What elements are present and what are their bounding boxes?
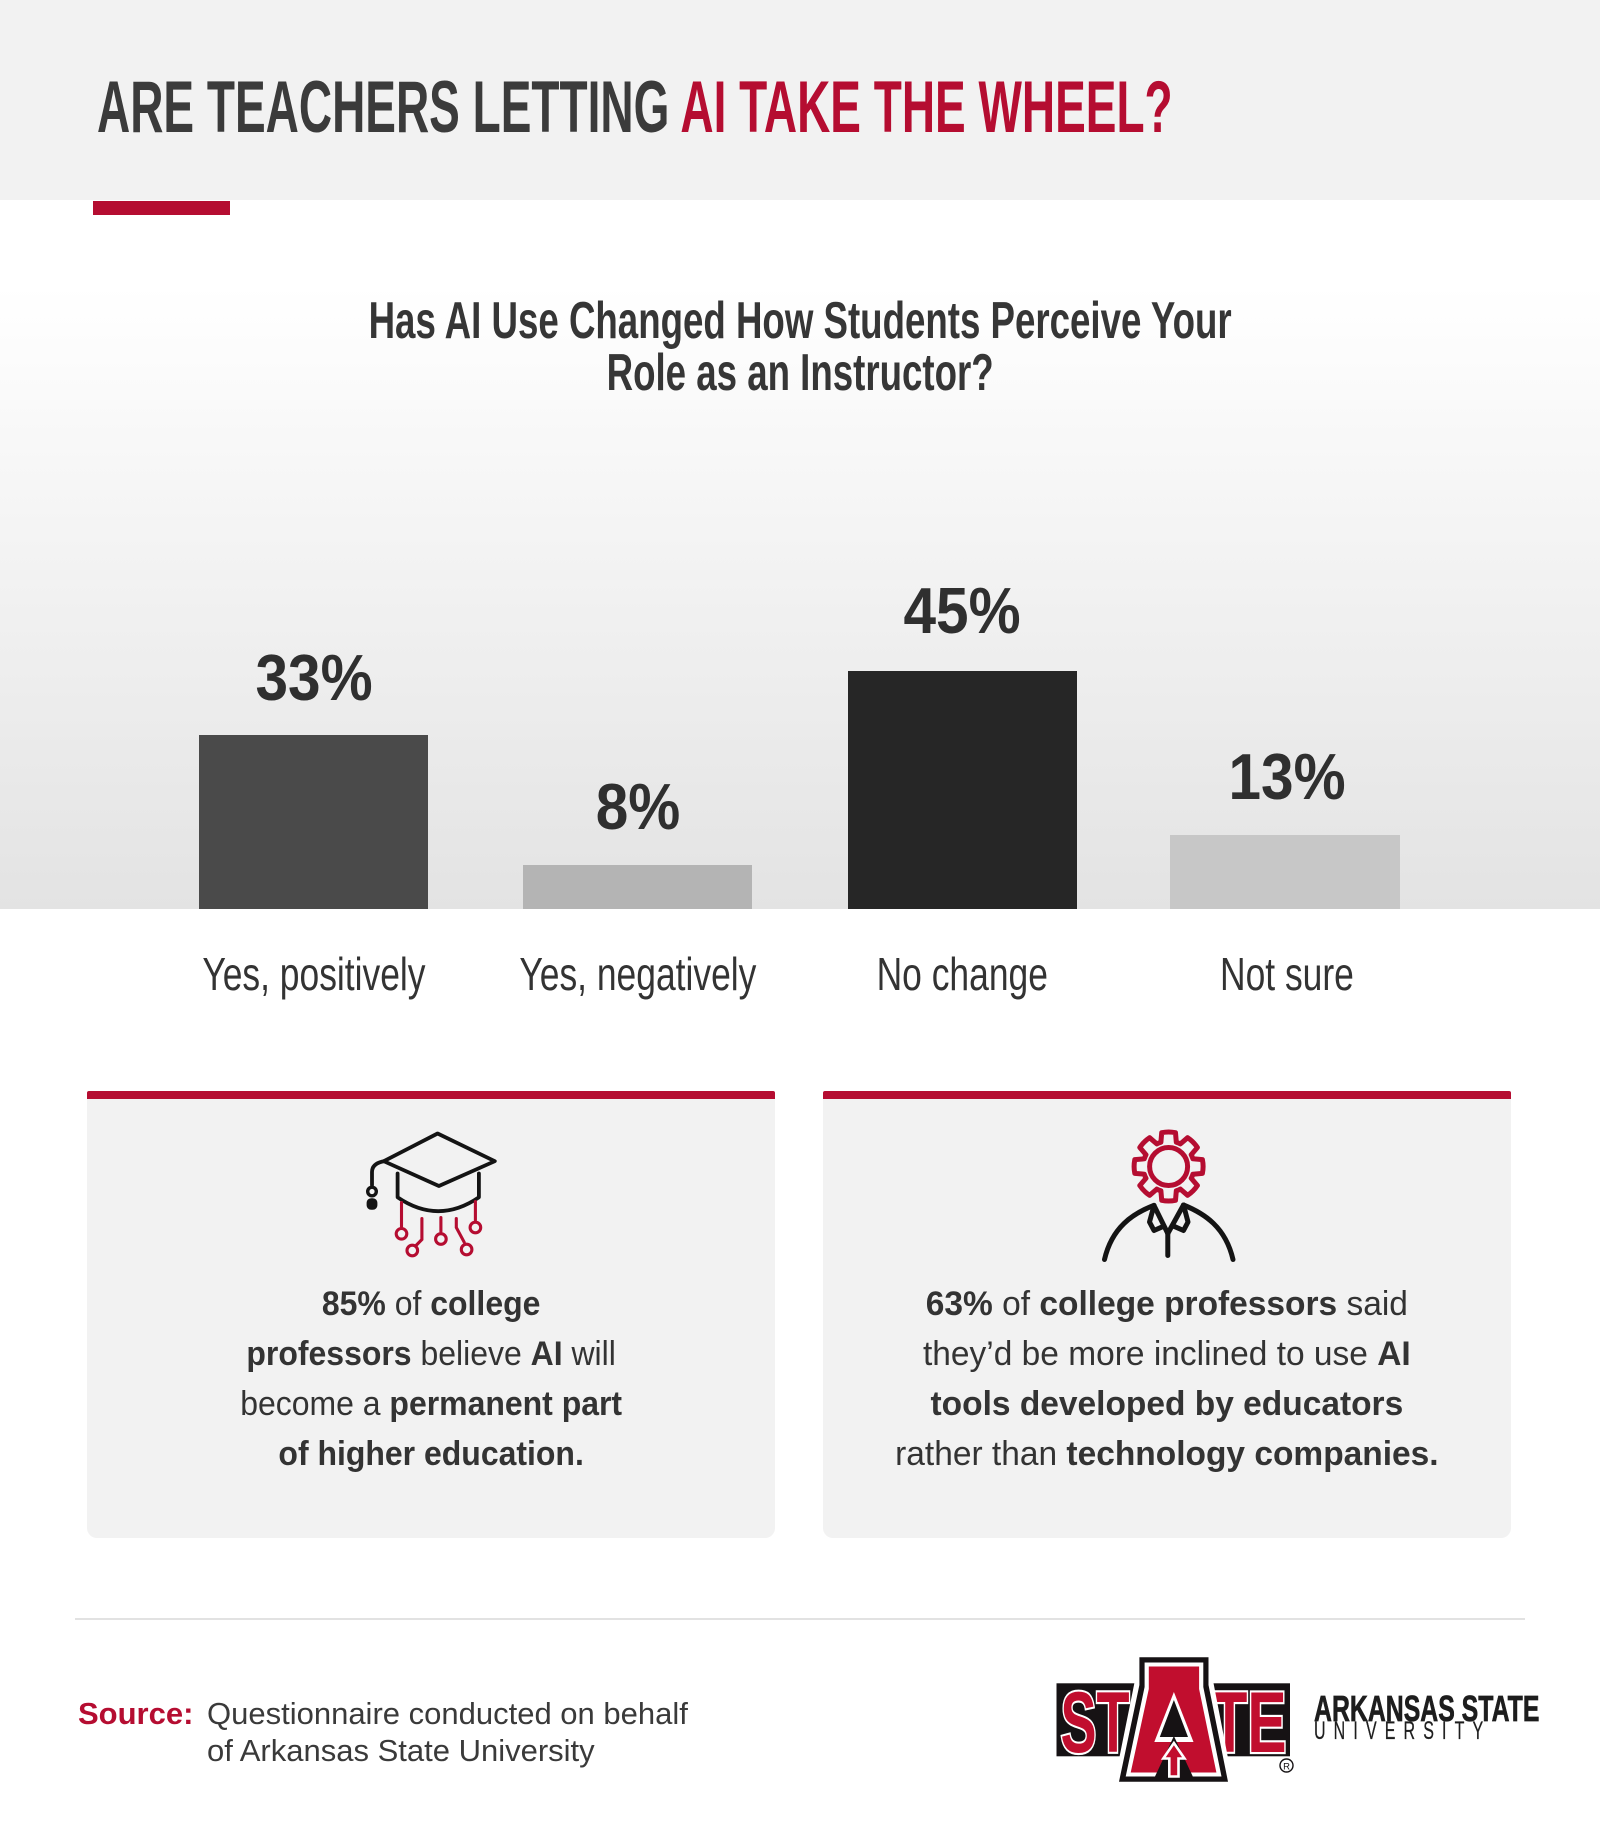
svg-text:R: R: [1283, 1762, 1290, 1773]
svg-text:TE: TE: [1212, 1675, 1287, 1771]
svg-text:ST: ST: [1061, 1675, 1130, 1771]
